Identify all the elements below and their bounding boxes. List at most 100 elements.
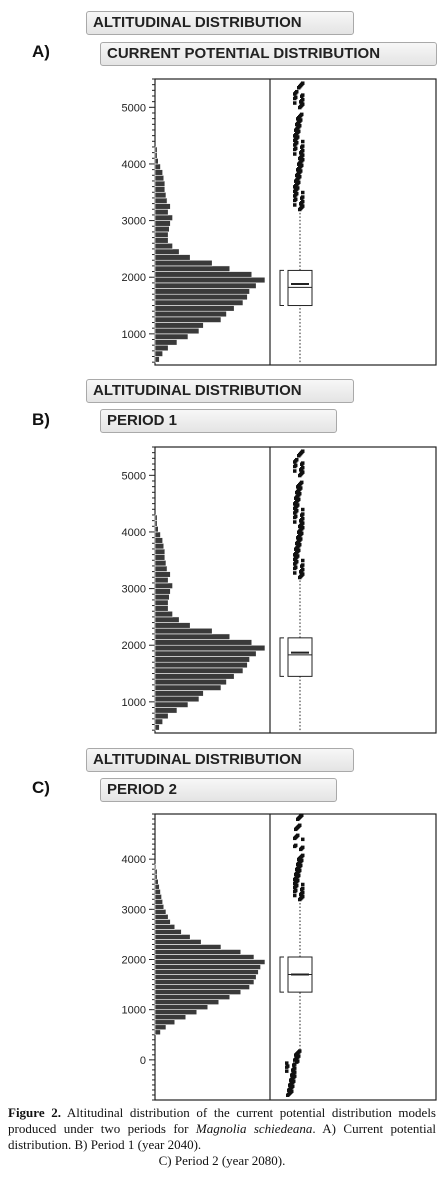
- outlier-point: [285, 1069, 289, 1073]
- histogram-bar: [154, 157, 159, 165]
- histogram-bar: [154, 678, 227, 686]
- histogram-bar: [154, 684, 222, 691]
- histogram-bar: [154, 650, 257, 657]
- outlier-point: [298, 1049, 302, 1053]
- box: [287, 269, 313, 307]
- outlier-point: [301, 93, 305, 97]
- outlier-point: [301, 102, 305, 106]
- histogram-bar: [154, 163, 161, 170]
- outlier-point: [294, 565, 298, 570]
- histogram-bar: [154, 656, 250, 663]
- histogram-bar: [154, 520, 158, 527]
- histogram-bar: [154, 707, 178, 714]
- outlier-point: [301, 204, 305, 208]
- histogram-bar: [154, 673, 235, 680]
- histogram-bar: [154, 254, 191, 261]
- outlier-point: [294, 146, 298, 151]
- outlier-point: [301, 157, 305, 162]
- y-tick-label: 5000: [122, 102, 146, 114]
- histogram-bar: [154, 695, 200, 703]
- histogram-bar: [154, 724, 160, 731]
- chart-panel-c: 0 1000 2000 3000 4000: [122, 813, 437, 1101]
- outlier-point: [293, 893, 297, 898]
- outlier-point: [293, 571, 297, 575]
- iqr-bracket: [279, 637, 284, 677]
- outlier-point: [295, 191, 299, 196]
- y-tick-label: 4000: [122, 854, 146, 866]
- histogram-bar: [154, 888, 161, 895]
- histogram-bar: [154, 994, 231, 1000]
- outlier-point: [294, 888, 298, 893]
- histogram-bar: [154, 344, 169, 352]
- outlier-point: [301, 512, 305, 516]
- y-tick-label: 4000: [122, 527, 146, 539]
- histogram-bar: [154, 939, 202, 945]
- y-tick-label: 3000: [122, 904, 146, 916]
- outlier-point: [295, 559, 299, 564]
- outlier-point: [296, 878, 300, 883]
- outlier-point: [299, 486, 303, 490]
- histogram-bar: [154, 531, 161, 538]
- histogram-bar: [154, 220, 171, 227]
- outlier-point: [292, 1079, 296, 1083]
- histogram-bar: [154, 174, 165, 182]
- histogram-bar: [154, 514, 158, 521]
- outlier-point: [301, 894, 305, 899]
- histogram-bar: [154, 873, 158, 880]
- outlier-point: [297, 873, 301, 878]
- outlier-point: [300, 531, 304, 536]
- panel-a-title: ALTITUDINAL DISTRIBUTION: [86, 11, 354, 35]
- histogram-bar: [154, 225, 170, 233]
- histogram-bar: [154, 152, 158, 159]
- outlier-point: [293, 1062, 297, 1066]
- outlier-point: [296, 554, 300, 558]
- outlier-point: [295, 508, 299, 513]
- histogram-bar: [154, 599, 169, 606]
- y-tick-label: 4000: [122, 159, 146, 171]
- iqr-bracket: [279, 956, 284, 993]
- panel-c-subtitle: PERIOD 2: [100, 778, 337, 802]
- histogram-bar: [154, 1004, 209, 1010]
- outlier-point: [294, 514, 298, 519]
- outlier-point: [295, 140, 299, 145]
- histogram-bar: [154, 350, 163, 357]
- outlier-point: [301, 886, 305, 891]
- outlier-point: [301, 882, 305, 887]
- outlier-point: [296, 186, 300, 190]
- outlier-point: [301, 845, 305, 850]
- outlier-point: [301, 521, 305, 525]
- outlier-point: [295, 883, 299, 888]
- histogram-bar: [154, 282, 257, 289]
- histogram-bar: [154, 610, 173, 618]
- outlier-point: [301, 567, 305, 572]
- histogram-bar: [154, 984, 250, 990]
- outlier-point: [301, 465, 305, 470]
- histogram-bar: [154, 616, 180, 623]
- caption-last: C) Period 2 (year 2080).: [158, 1153, 286, 1168]
- histogram-bar: [154, 288, 250, 295]
- outlier-point: [293, 1070, 297, 1074]
- y-tick-label: 5000: [122, 470, 146, 482]
- outlier-point: [300, 858, 304, 863]
- histogram-bar: [154, 893, 162, 900]
- histogram-bar: [154, 924, 176, 930]
- outlier-point: [299, 863, 303, 868]
- histogram-bar: [154, 1009, 198, 1016]
- panel-b-subtitle: PERIOD 1: [100, 409, 337, 433]
- outlier-point: [301, 461, 305, 465]
- outlier-point: [300, 480, 304, 485]
- histogram-bar: [154, 208, 169, 216]
- histogram-bar: [154, 878, 159, 885]
- histogram-bar: [154, 186, 166, 193]
- histogram-bar: [154, 525, 159, 533]
- outlier-point: [298, 123, 302, 128]
- histogram-bar: [154, 712, 169, 720]
- histogram-bar: [154, 999, 220, 1005]
- histogram-bar: [154, 934, 191, 940]
- caption-body: Altitudinal distribution of the current …: [8, 1105, 436, 1136]
- histogram-bar: [154, 898, 163, 905]
- histogram-bar: [154, 974, 257, 980]
- outlier-point: [301, 837, 305, 842]
- histogram-bar: [154, 639, 253, 646]
- outlier-point: [300, 163, 304, 168]
